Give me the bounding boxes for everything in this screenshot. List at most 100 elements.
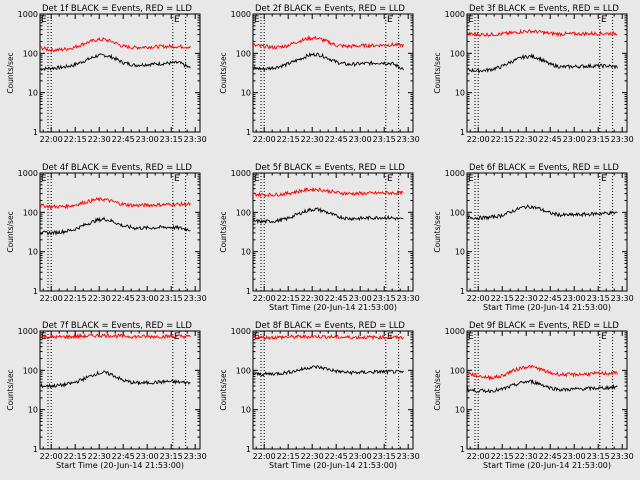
x-tick-label: 23:00 xyxy=(349,135,372,144)
y-tick-label: 10 xyxy=(455,406,465,415)
x-tick-label: 22:45 xyxy=(539,294,562,303)
corner-mark-right: E xyxy=(601,15,607,25)
x-tick-label: 22:30 xyxy=(88,135,111,144)
y-tick-label: 1000 xyxy=(18,327,38,336)
plot-frame xyxy=(39,13,201,133)
x-tick-label: 22:15 xyxy=(491,452,514,461)
x-tick-label: 22:00 xyxy=(253,452,276,461)
x-tick-label: 22:30 xyxy=(88,452,111,461)
plot-frame xyxy=(39,172,201,292)
y-tick-label: 1000 xyxy=(18,169,38,178)
x-tick-label: 22:00 xyxy=(467,135,490,144)
x-tick-label: 22:15 xyxy=(277,294,300,303)
y-tick-label: 100 xyxy=(450,208,465,217)
x-tick-label: 22:00 xyxy=(40,135,63,144)
corner-mark-left: E xyxy=(41,174,47,184)
x-tick-label: 22:00 xyxy=(40,294,63,303)
x-tick-label: 22:30 xyxy=(88,294,111,303)
y-axis-label: Counts/sec xyxy=(6,369,15,410)
panel-title: Det 2f BLACK = Events, RED = LLD xyxy=(255,4,405,14)
x-tick-label: 23:00 xyxy=(563,135,586,144)
corner-mark-left: E xyxy=(41,15,47,25)
y-tick-label: 1000 xyxy=(231,169,251,178)
y-tick-label: 1000 xyxy=(231,10,251,19)
x-tick-label: 23:30 xyxy=(184,294,207,303)
lld-series-line xyxy=(466,364,618,381)
x-tick-label: 22:45 xyxy=(112,294,135,303)
y-axis-label: Counts/sec xyxy=(6,211,15,252)
panel-title: Det 1f BLACK = Events, RED = LLD xyxy=(42,4,192,14)
y-tick-label: 100 xyxy=(236,208,251,217)
events-series-line xyxy=(39,53,191,72)
x-tick-label: 22:00 xyxy=(253,135,276,144)
x-tick-label: 23:15 xyxy=(160,452,183,461)
x-tick-label: 23:00 xyxy=(136,135,159,144)
lld-series-line xyxy=(252,333,404,341)
x-tick-label: 22:30 xyxy=(301,135,324,144)
corner-mark-right: E xyxy=(601,174,607,184)
x-tick-label: 23:00 xyxy=(349,294,372,303)
panel-title: Det 5f BLACK = Events, RED = LLD xyxy=(255,163,405,173)
x-tick-label: 23:00 xyxy=(136,452,159,461)
x-tick-label: 23:30 xyxy=(184,135,207,144)
y-axis-label: Counts/sec xyxy=(433,52,442,93)
x-axis-label: Start Time (20-Jun-14 21:53:00) xyxy=(483,461,611,470)
x-tick-label: 23:30 xyxy=(397,452,420,461)
y-tick-label: 100 xyxy=(23,208,38,217)
corner-mark-right: E xyxy=(387,174,393,184)
x-tick-label: 22:45 xyxy=(325,452,348,461)
y-tick-label: 1000 xyxy=(18,10,38,19)
corner-mark-right: E xyxy=(174,174,180,184)
y-tick-label: 1000 xyxy=(445,327,465,336)
plot-frame xyxy=(466,13,628,133)
corner-mark-right: E xyxy=(174,15,180,25)
x-tick-label: 22:45 xyxy=(325,294,348,303)
corner-mark-left: E xyxy=(468,15,474,25)
y-tick-label: 1 xyxy=(33,445,38,454)
x-tick-label: 23:00 xyxy=(136,294,159,303)
x-tick-label: 22:15 xyxy=(491,294,514,303)
x-tick-label: 22:30 xyxy=(515,135,538,144)
x-tick-label: 23:30 xyxy=(184,452,207,461)
corner-mark-left: E xyxy=(254,15,260,25)
y-tick-label: 1000 xyxy=(445,169,465,178)
y-tick-label: 100 xyxy=(236,49,251,58)
events-series-line xyxy=(466,204,618,221)
lld-series-line xyxy=(252,186,404,198)
y-tick-label: 1 xyxy=(246,287,251,296)
x-tick-label: 22:30 xyxy=(515,294,538,303)
events-series-line xyxy=(466,378,618,394)
x-tick-label: 23:30 xyxy=(397,294,420,303)
x-tick-label: 22:30 xyxy=(301,294,324,303)
corner-mark-right: E xyxy=(387,15,393,25)
lld-series-line xyxy=(466,28,618,38)
y-axis-label: Counts/sec xyxy=(433,369,442,410)
x-tick-label: 23:15 xyxy=(373,135,396,144)
y-tick-label: 100 xyxy=(450,49,465,58)
x-tick-label: 23:00 xyxy=(563,294,586,303)
y-tick-label: 1 xyxy=(246,128,251,137)
x-tick-label: 23:15 xyxy=(373,294,396,303)
plot-frame xyxy=(252,172,414,292)
x-tick-label: 22:45 xyxy=(112,135,135,144)
y-axis-label: Counts/sec xyxy=(433,211,442,252)
y-tick-label: 100 xyxy=(236,366,251,375)
x-tick-label: 22:45 xyxy=(539,452,562,461)
y-axis-label: Counts/sec xyxy=(6,52,15,93)
y-tick-label: 1 xyxy=(33,287,38,296)
x-tick-label: 22:45 xyxy=(112,452,135,461)
y-tick-label: 10 xyxy=(455,89,465,98)
events-series-line xyxy=(252,52,404,72)
y-tick-label: 1 xyxy=(246,445,251,454)
panel-title: Det 3f BLACK = Events, RED = LLD xyxy=(469,4,619,14)
y-tick-label: 10 xyxy=(28,406,38,415)
x-tick-label: 22:15 xyxy=(277,452,300,461)
panel-title: Det 7f BLACK = Events, RED = LLD xyxy=(42,321,192,331)
x-tick-label: 23:15 xyxy=(587,135,610,144)
x-tick-label: 22:30 xyxy=(301,452,324,461)
